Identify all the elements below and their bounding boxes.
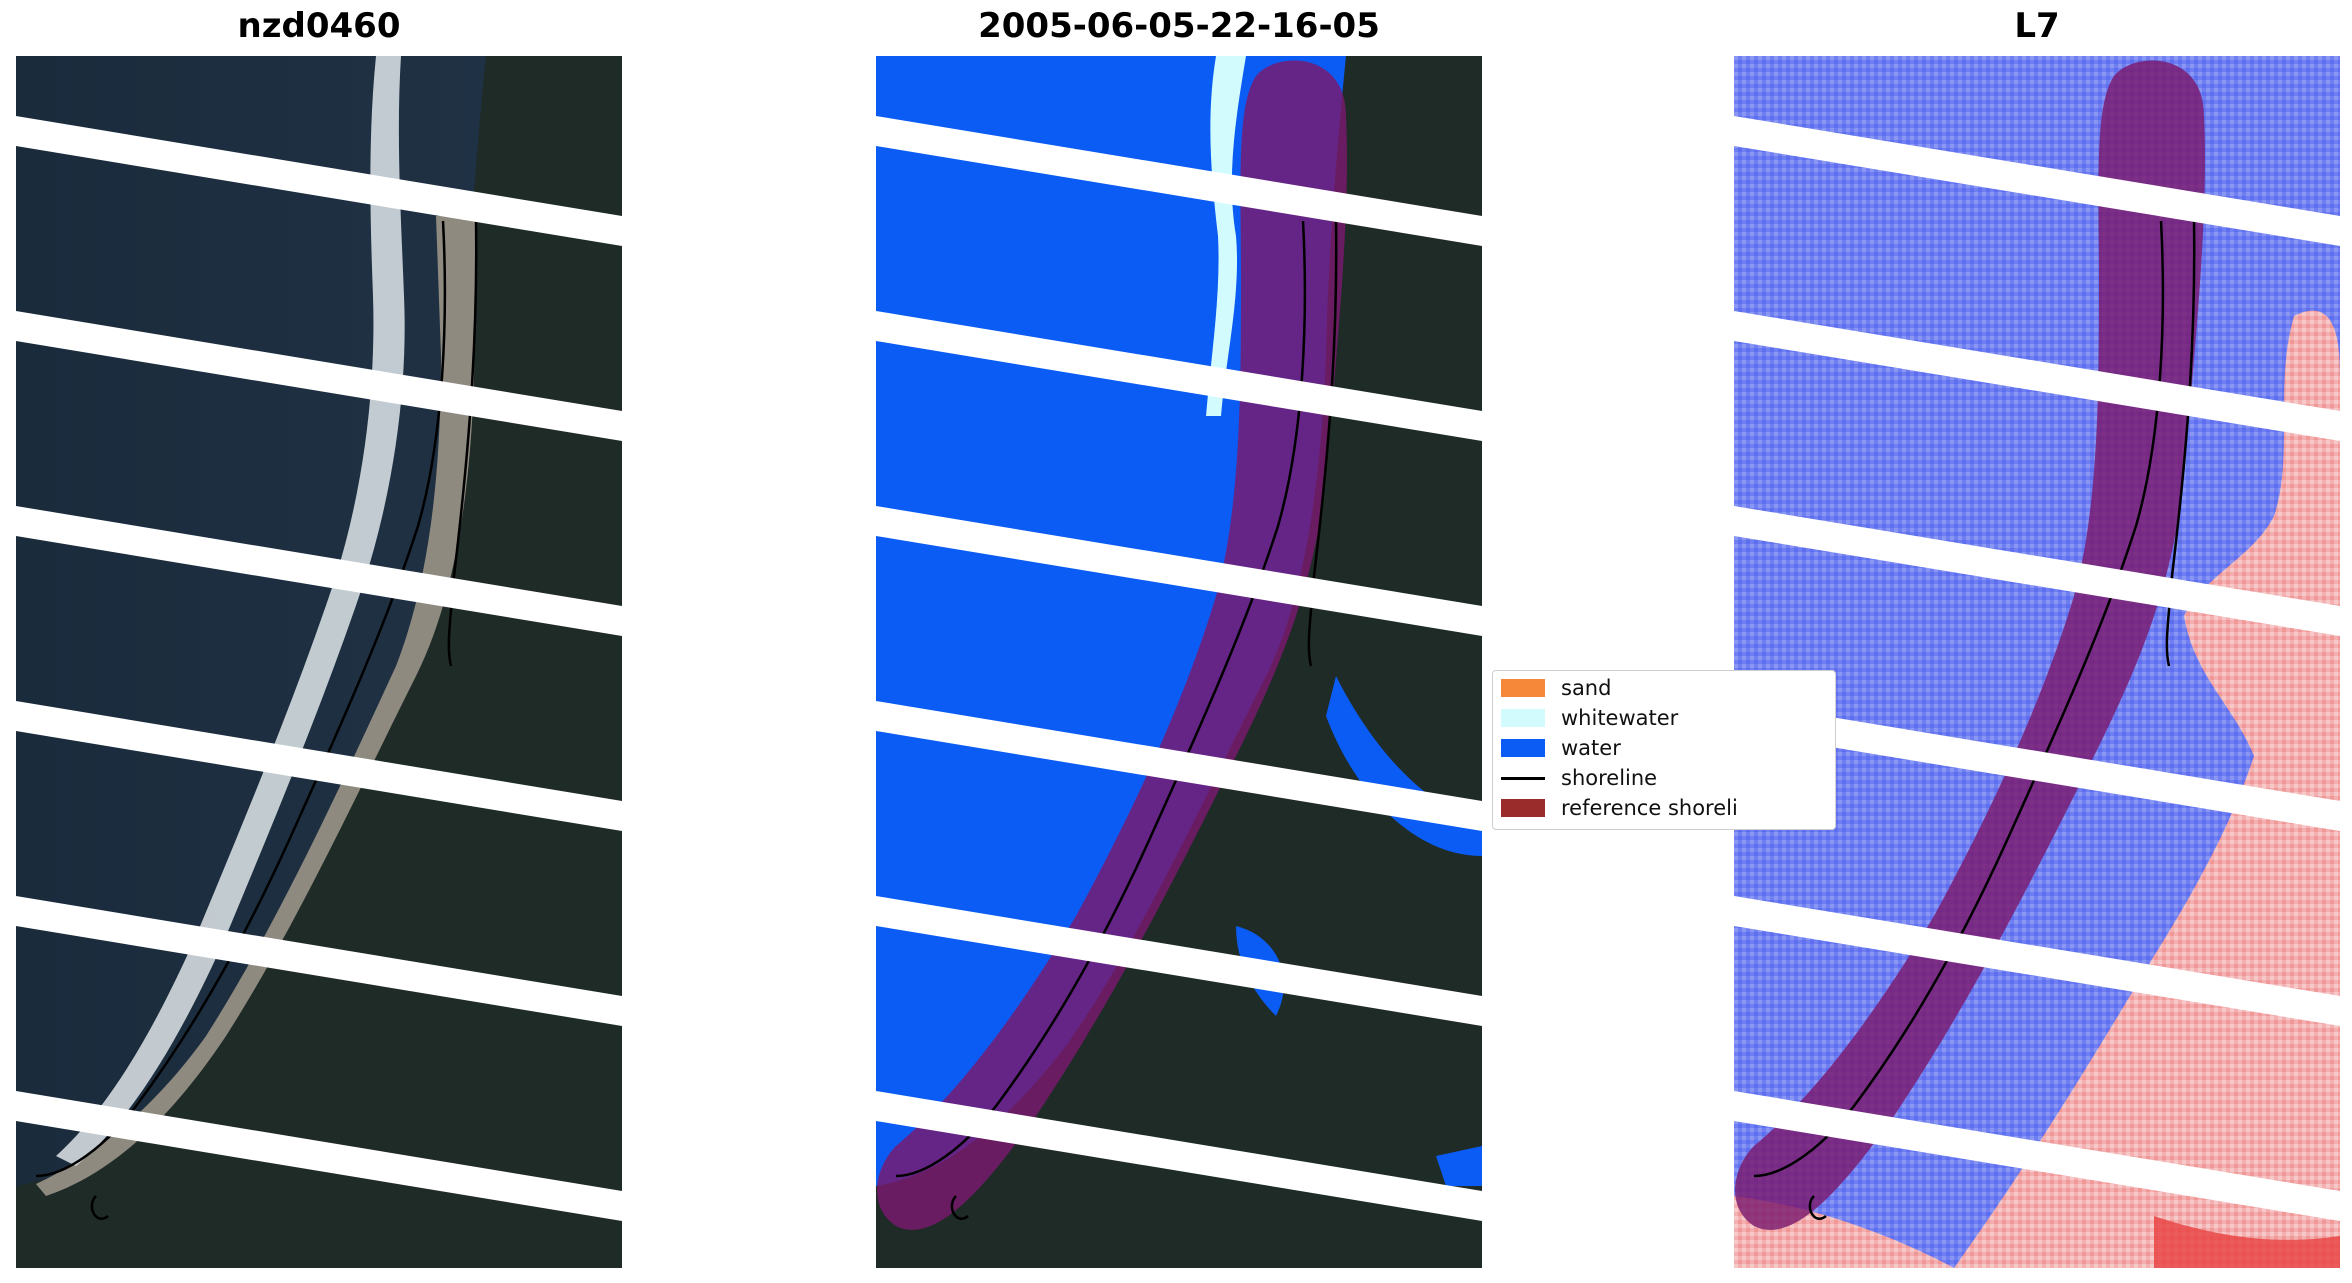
legend-label: shoreline (1561, 766, 1658, 790)
rgb-image-panel (16, 56, 622, 1268)
panel-title-index: L7 (2014, 6, 2060, 46)
legend-item-shoreline: shoreline (1501, 765, 1657, 791)
rgb-image (16, 56, 622, 1268)
reference-shoreline-swatch (1501, 799, 1545, 817)
classified-image-panel (876, 56, 1482, 1268)
legend-item-sand: sand (1501, 675, 1611, 701)
legend: sand whitewater water shoreline referenc… (1492, 670, 1836, 830)
legend-item-whitewater: whitewater (1501, 705, 1678, 731)
legend-label: whitewater (1561, 706, 1679, 730)
whitewater-swatch (1501, 709, 1545, 727)
legend-item-reference-shoreline: reference shoreli (1501, 795, 1738, 821)
legend-label: sand (1561, 676, 1612, 700)
legend-label: reference shoreli (1561, 796, 1738, 820)
shoreline-line-swatch (1501, 776, 1545, 780)
classified-image (876, 56, 1482, 1268)
legend-item-water: water (1501, 735, 1621, 761)
scan-gaps (876, 116, 1482, 1221)
index-image (1734, 56, 2340, 1268)
panel-title-rgb: nzd0460 (237, 6, 401, 46)
scan-gaps (1734, 116, 2340, 1221)
water-swatch (1501, 739, 1545, 757)
sand-swatch (1501, 679, 1545, 697)
panel-title-classified: 2005-06-05-22-16-05 (978, 6, 1380, 46)
legend-label: water (1561, 736, 1621, 760)
scan-gaps (16, 116, 622, 1221)
index-image-panel (1734, 56, 2340, 1268)
